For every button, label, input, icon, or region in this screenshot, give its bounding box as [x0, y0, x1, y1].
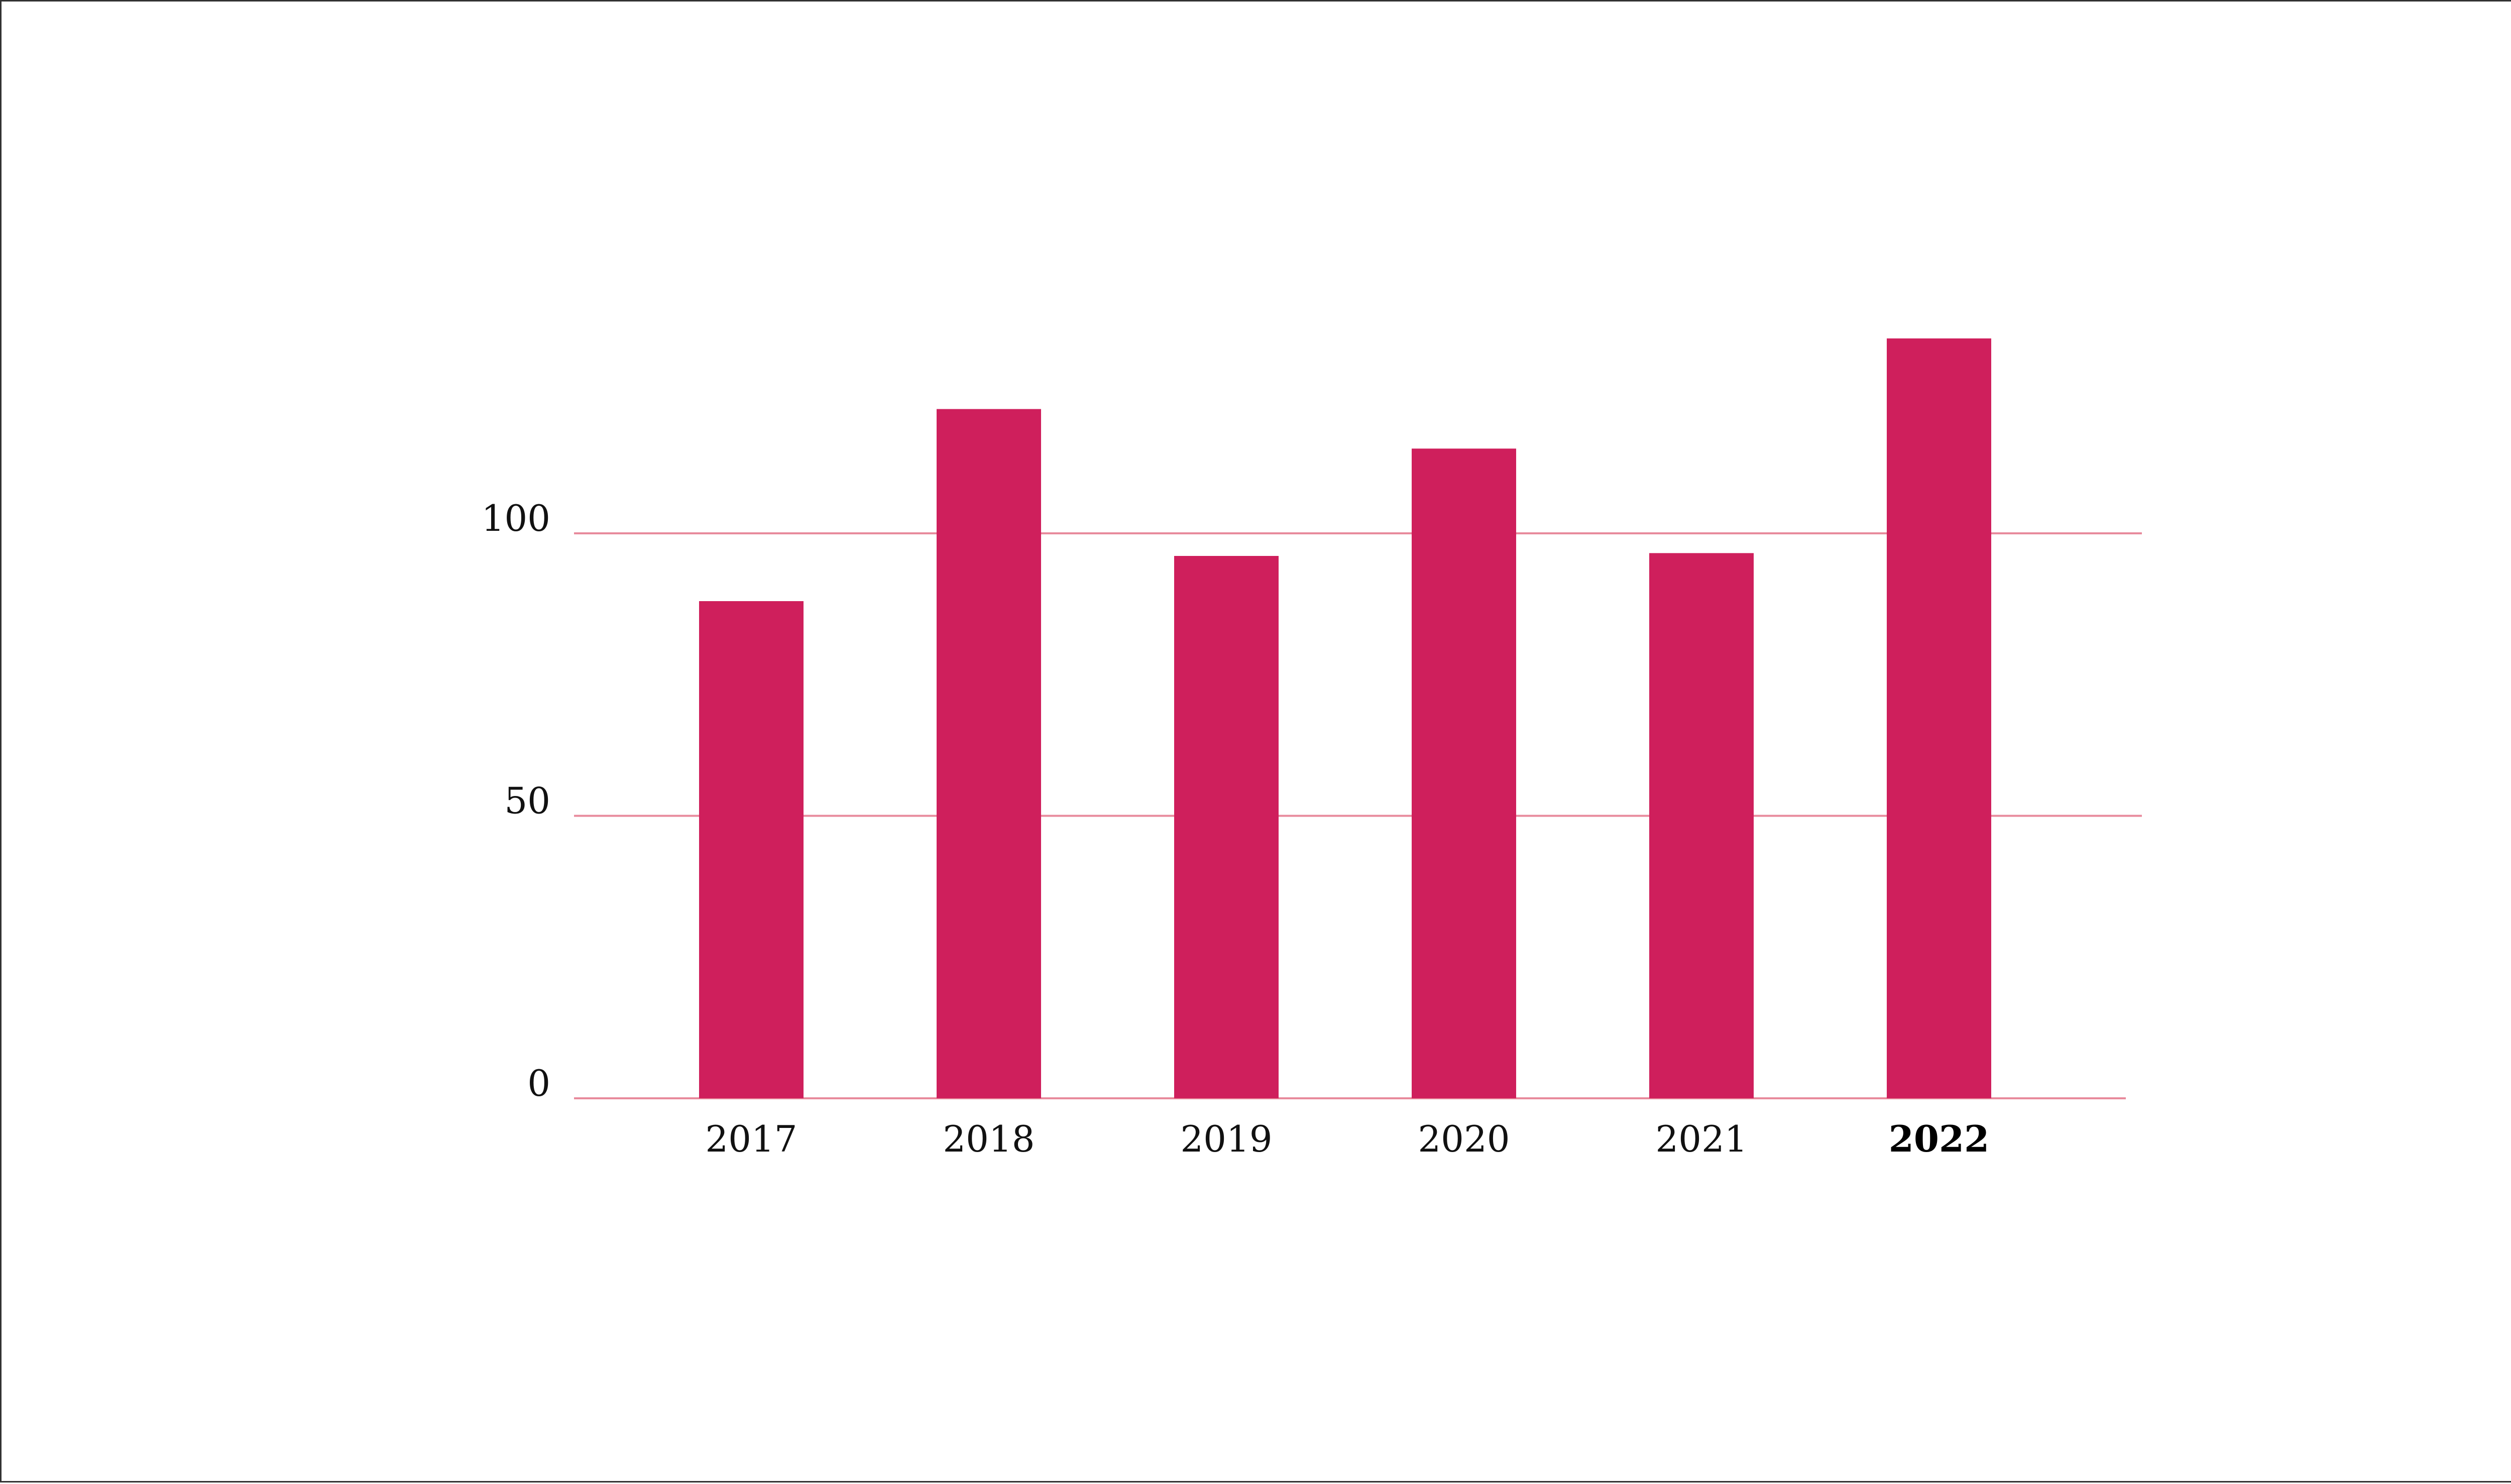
y-tick-label: 0	[527, 1062, 550, 1104]
bar-2019	[1174, 556, 1279, 1098]
x-tick-label-2019: 2019	[1180, 1118, 1272, 1160]
bars	[699, 338, 1991, 1098]
bar-2020	[1412, 448, 1516, 1098]
y-axis-tick-labels: 0 50 100	[482, 497, 550, 1104]
bar-2018	[937, 409, 1041, 1098]
bar-2021	[1649, 553, 1754, 1098]
x-tick-label-2020: 2020	[1418, 1118, 1510, 1160]
gridlines	[574, 532, 2142, 1099]
bar-2017	[699, 601, 804, 1098]
x-tick-label-2022: 2022	[1889, 1117, 1989, 1160]
x-tick-label-2017: 2017	[705, 1118, 797, 1160]
x-axis-tick-labels: 2017 2018 2019 2020 2021 2022	[705, 1117, 1989, 1160]
x-tick-label-2018: 2018	[943, 1118, 1035, 1160]
y-tick-label: 50	[504, 780, 550, 822]
y-tick-label: 100	[482, 497, 550, 539]
bar-2022	[1887, 338, 1991, 1098]
x-tick-label-2021: 2021	[1655, 1118, 1747, 1160]
